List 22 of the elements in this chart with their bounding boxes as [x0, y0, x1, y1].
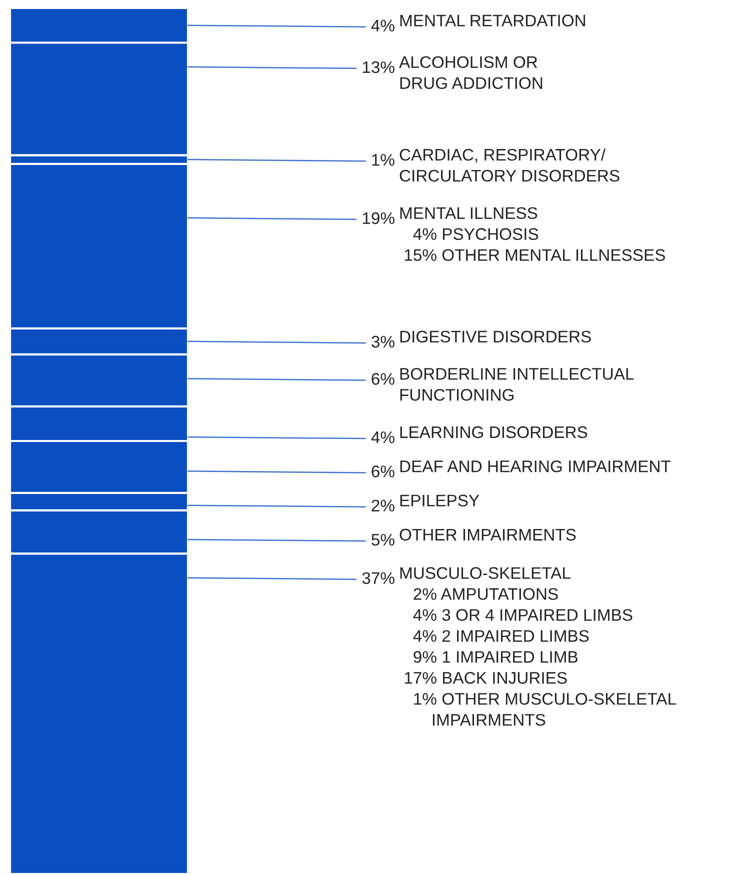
- text: MENTAL RETARDATION: [400, 14, 586, 26]
- text: OTHER IMPAIRMENTS: [400, 528, 576, 541]
- text: ALCOHOLISM OR DRUG ADDICTION: [399, 56, 542, 89]
- text: DIGESTIVE DISORDERS: [400, 330, 591, 343]
- text: EPILEPSY: [400, 494, 480, 506]
- text: MUSCULO-SKELETAL 2% AMPUTATIONS 4% 3 OR 4 IMPAIRED LIMBS 4% 2 IMPAIRED LIMBS 9% 1 IMPAIRED LIMB 17% BACK INJURIES 1% OTHER MUSCULO-SKELETAL IMPAIRMENTS: [400, 567, 676, 726]
- data-label: 1%: [372, 154, 394, 166]
- data-label: 6%: [372, 466, 394, 478]
- text: LEARNING DISORDERS: [400, 426, 588, 438]
- text: MENTAL ILLNESS 4% PSYCHOSIS 15% OTHER MENTAL ILLNESSES: [400, 207, 665, 261]
- data-label: 3%: [372, 336, 394, 348]
- data-label: 19%: [362, 212, 394, 224]
- text: BORDERLINE INTELLECTUAL FUNCTIONING: [400, 368, 634, 401]
- text: CARDIAC, RESPIRATORY/ CIRCULATORY DISORDERS: [400, 148, 620, 182]
- data-label: 37%: [362, 572, 394, 584]
- data-label: 6%: [372, 373, 394, 385]
- data-label: 2%: [372, 500, 394, 512]
- data-label: 4%: [371, 431, 394, 444]
- data-label: 4%: [371, 20, 394, 32]
- data-label: 13%: [362, 61, 394, 74]
- text: DEAF AND HEARING IMPAIRMENT: [400, 460, 671, 472]
- data-label: 5%: [372, 534, 394, 546]
